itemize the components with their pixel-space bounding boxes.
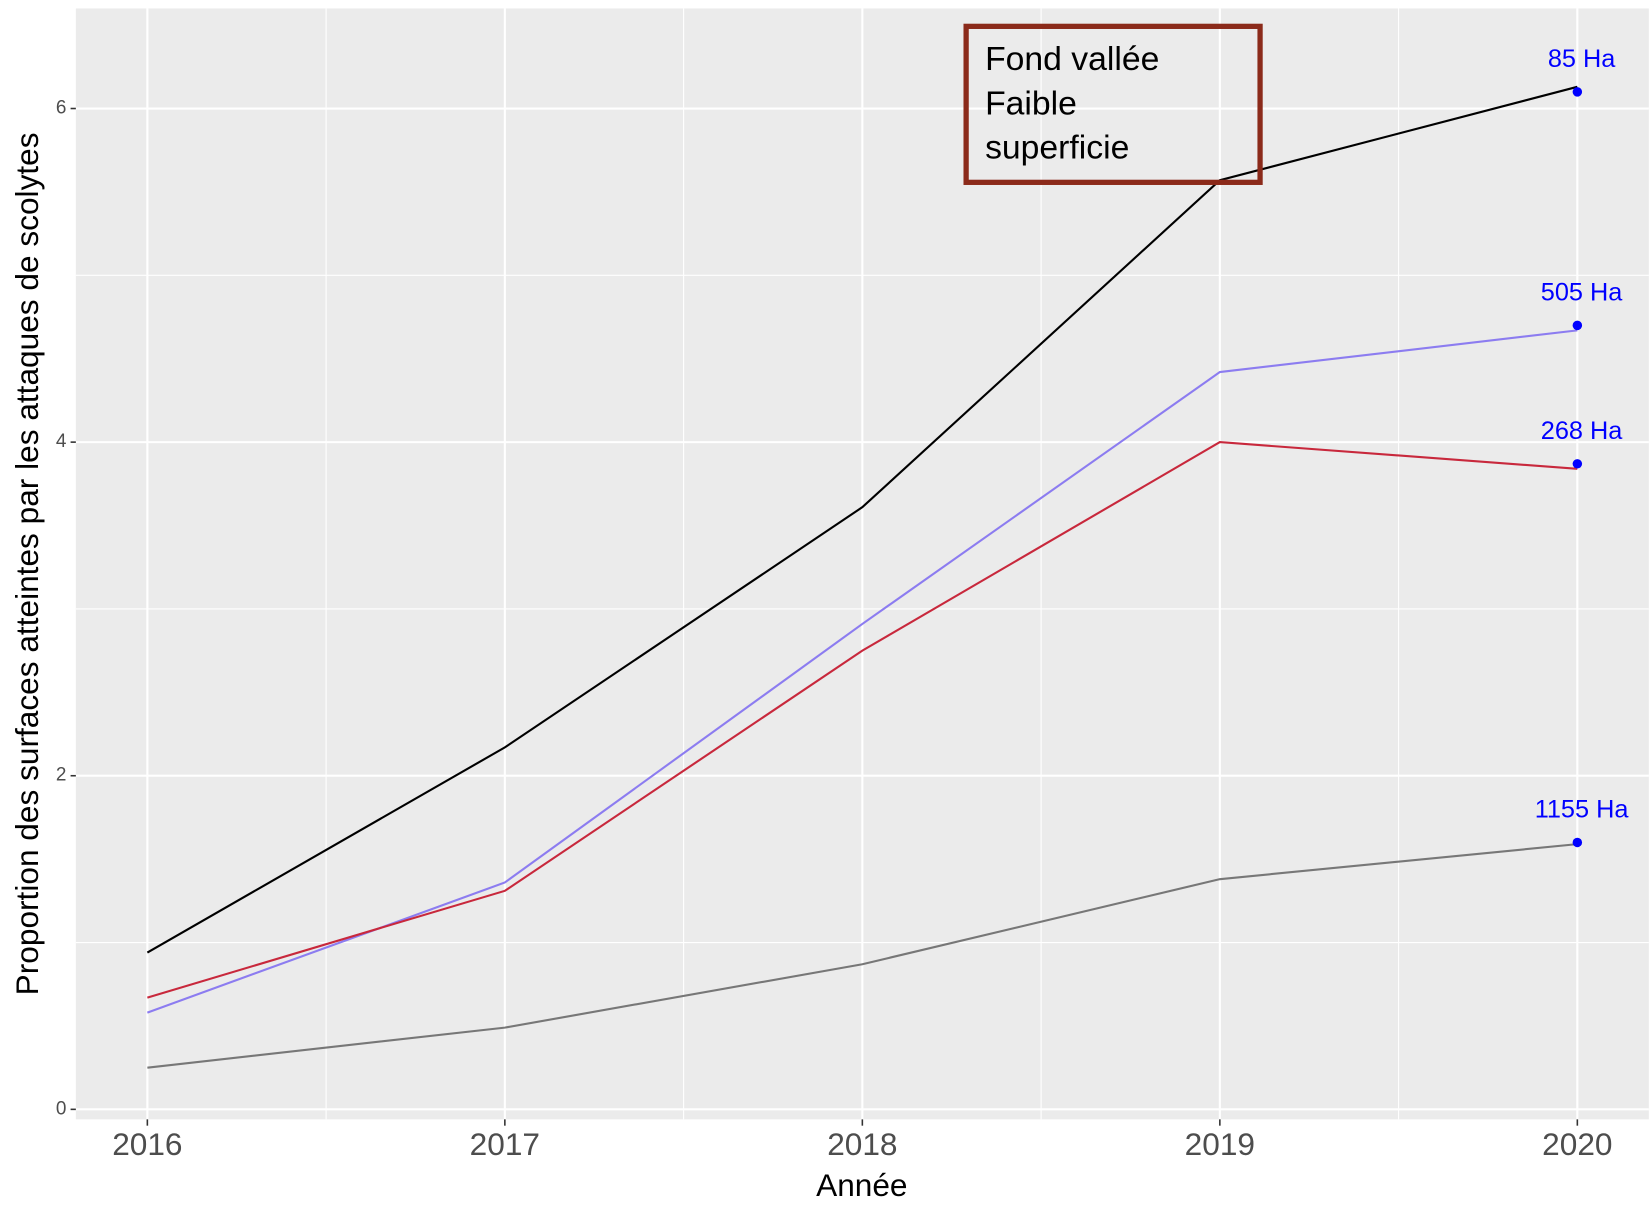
y-tick-label: 6 [56, 98, 67, 119]
grid [75, 8, 1649, 1120]
x-axis-title: Année [816, 1167, 907, 1203]
point [1572, 837, 1583, 848]
series-line [147, 843, 1578, 1069]
point-label: 1155 Ha [1535, 796, 1630, 824]
x-tick-label: 2018 [827, 1126, 897, 1162]
marks: 85 Ha 505 Ha 268 Ha 1155 Ha [146, 45, 1630, 1069]
y-tick-label: 4 [56, 431, 67, 452]
point-label: 505 Ha [1541, 278, 1623, 306]
point [1572, 87, 1583, 97]
point [1572, 459, 1583, 469]
annotation-line: superficie [985, 129, 1129, 167]
point-label: 268 Ha [1541, 417, 1623, 445]
series-line [146, 85, 1578, 954]
annotation-box [963, 23, 1263, 185]
y-tick-label: 0 [56, 1098, 67, 1119]
point [1572, 320, 1583, 331]
point-label: 85 Ha [1548, 45, 1616, 73]
x-tick-label: 2017 [470, 1126, 540, 1162]
x-tick-label: 2020 [1542, 1126, 1612, 1162]
y-tick-label: 2 [56, 765, 67, 786]
annotation-line: Fond vallée [985, 40, 1159, 78]
series-line [147, 441, 1578, 999]
annotation-line: Faible [985, 84, 1077, 122]
y-axis-title: Proportion des surfaces atteintes par le… [9, 132, 45, 995]
x-tick-label: 2016 [112, 1126, 182, 1162]
x-tick-label: 2019 [1185, 1126, 1255, 1162]
